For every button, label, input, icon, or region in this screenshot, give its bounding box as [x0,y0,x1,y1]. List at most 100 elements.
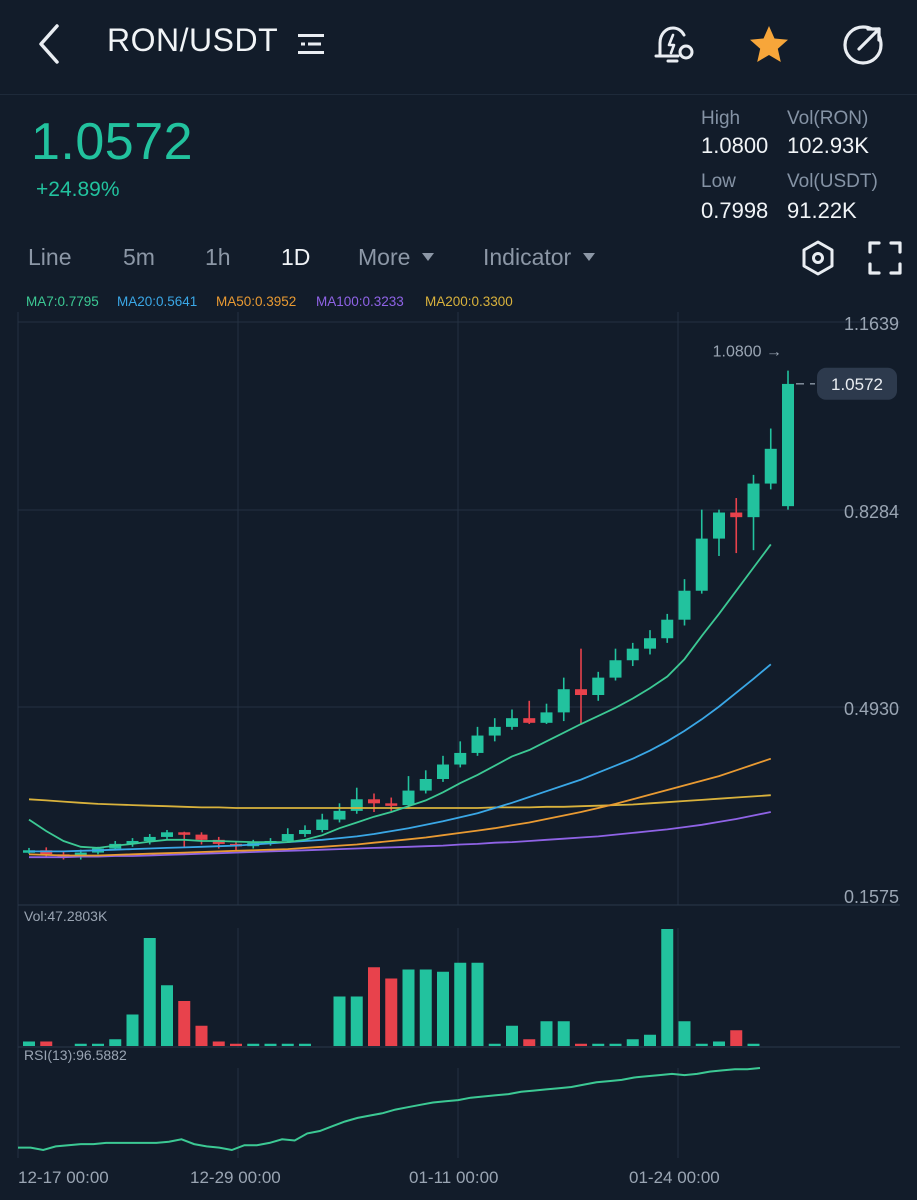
chevron-down-icon [583,252,596,261]
rsi-label: RSI(13):96.5882 [24,1047,127,1063]
chart-settings-icon[interactable] [798,238,838,278]
volume-bar [644,1034,656,1046]
ma100-line [29,811,771,859]
header-bar: RON/USDT [0,0,917,95]
candle-body [281,834,294,841]
volume-bar [523,1039,536,1046]
tab-more[interactable]: More [358,244,435,271]
volume-bar [368,967,380,1046]
candle-body [730,512,743,518]
volume-bar [419,969,432,1046]
ma7-line [28,543,772,849]
x-tick-label: 01-11 00:00 [409,1168,498,1187]
ma200-line [28,794,771,809]
candle-body [299,829,311,835]
volume-bar [471,962,484,1046]
candle-body [695,538,708,591]
price-change-percent: +24.89% [36,178,120,201]
candle-body [592,677,605,696]
volume-bar [299,1043,311,1046]
candle-body [764,448,777,484]
tab-1h[interactable]: 1h [205,244,231,270]
last-price-badge [817,367,897,400]
x-tick-label: 12-17 00:00 [18,1168,109,1187]
tab-indicator[interactable]: Indicator [483,244,596,271]
share-icon[interactable] [838,20,888,70]
candle-body [747,483,760,518]
candle-body [506,718,518,727]
candle-body [368,799,380,804]
chart-grid [17,312,900,1158]
volume-bar [626,1039,639,1046]
volume-bar [540,1021,553,1046]
ma20-line [29,663,772,853]
candle-body [557,689,570,713]
volume-bar [609,1043,622,1046]
candle-body [161,832,173,837]
candle-body [609,660,622,678]
volume-bar [109,1039,122,1046]
volume-bar [23,1041,35,1046]
volume-bar [437,971,449,1046]
back-icon[interactable] [30,22,70,66]
volume-bar [678,1021,691,1046]
tab-line[interactable]: Line [28,244,72,270]
candle-body [178,832,191,835]
candle-body [488,726,501,736]
candle-body [333,810,346,820]
ma7-legend: MA7:0.7795 [26,294,99,309]
volume-bar [195,1025,208,1046]
candle-body [350,799,363,811]
x-tick-label: 12-29 00:00 [190,1168,281,1187]
tab-1d[interactable]: 1D [281,244,311,270]
volume-bar [281,1043,294,1046]
volume-bar [74,1043,87,1046]
candle-body [454,752,467,765]
volume-bar [488,1043,501,1046]
volume-bar [333,996,346,1046]
volume-bar [557,1021,570,1046]
ma100-legend: MA100:0.3233 [316,294,404,309]
candle-body [126,840,139,844]
favorite-star-icon[interactable] [744,20,794,70]
high-price-marker: 1.0800 → [713,344,782,361]
candle-body [575,689,587,696]
volume-bar [592,1043,605,1046]
tab-more-label: More [358,244,411,270]
candle-body [678,590,691,620]
vol-quote-label: Vol(USDT) [787,171,878,192]
candle-body [437,764,449,780]
candle-body [143,836,156,841]
candle-body [540,712,553,723]
pair-title[interactable]: RON/USDT [107,22,279,58]
candle-body [626,648,639,661]
ma20-legend: MA20:0.5641 [117,294,198,309]
last-price: 1.0572 [31,113,194,171]
volume-bar [92,1043,104,1046]
last-price-label: 1.0572 [831,375,883,394]
volume-bar [730,1030,743,1046]
volume-bar [178,1001,191,1046]
volume-bar [385,978,398,1046]
candle-body [195,834,208,840]
candle-body [471,735,484,753]
volume-bar [350,996,363,1046]
volume-bar [575,1043,587,1046]
rsi-panel: RSI(13):96.5882 [18,1047,761,1152]
y-tick-label: 0.8284 [844,502,899,522]
volume-bar [126,1014,139,1046]
volume-bar [264,1043,277,1046]
volume-bar [695,1043,708,1046]
moving-average-lines [28,543,772,859]
volume-bar [454,962,467,1046]
low-value: 0.7998 [701,198,769,223]
candlestick-chart[interactable]: Vol:47.2803K RSI(13):96.5882 1.0800 →1.0… [0,310,917,1200]
rsi-line [18,1067,761,1152]
high-label: High [701,108,741,129]
price-alert-icon[interactable] [648,20,698,70]
volume-bar [506,1025,518,1046]
vol-base-value: 102.93K [787,133,869,158]
fullscreen-icon[interactable] [865,238,905,278]
tab-5m[interactable]: 5m [123,244,155,270]
menu-icon[interactable] [296,31,326,57]
